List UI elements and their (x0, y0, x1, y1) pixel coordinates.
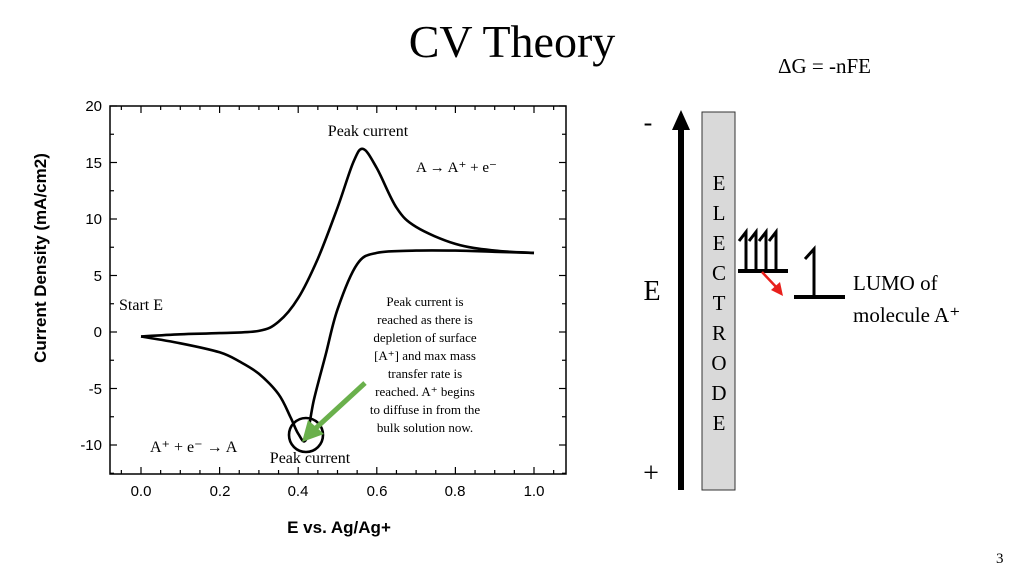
plus-label: + (643, 458, 659, 489)
plot-frame (109, 105, 567, 475)
x-tick-labels: 0.0 0.2 0.4 0.6 0.8 1.0 (131, 483, 545, 500)
lumo-label-line2: molecule A⁺ (853, 303, 960, 327)
y-tick-label: 0 (94, 324, 102, 341)
lumo-label-line1: LUMO of (853, 271, 938, 295)
electrode-bar (701, 111, 736, 491)
axis-ticks (110, 105, 566, 474)
explanation-line: transfer rate is (388, 366, 462, 381)
explanation-line: to diffuse in from the (370, 402, 480, 417)
y-tick-label: -5 (89, 381, 102, 398)
explanation-line: depletion of surface (373, 330, 476, 345)
cv-chart: 20 15 10 5 0 -5 -10 0.0 0.2 0.4 0.6 0.8 … (31, 98, 567, 537)
electron-spin-icon (803, 245, 816, 297)
page-number: 3 (996, 551, 1004, 567)
minus-label: - (644, 108, 653, 137)
callout-arrow-shaft (314, 381, 367, 430)
arrow-down-right-icon (771, 282, 783, 296)
peak-label-bottom: Peak current (270, 450, 351, 467)
electrode-letter: L (713, 201, 726, 225)
x-axis-label: E vs. Ag/Ag+ (287, 518, 391, 537)
y-tick-label: 20 (85, 98, 102, 115)
electrode-letter: T (713, 291, 726, 315)
forward-scan-curve (140, 147, 535, 338)
x-tick-label: 0.4 (288, 483, 309, 500)
start-e-label: Start E (119, 297, 163, 314)
arrow-up-icon (672, 110, 690, 130)
callout-arrow-icon (302, 420, 324, 442)
electrode-letter: E (713, 171, 726, 195)
y-axis-label: Current Density (mA/cm2) (31, 153, 50, 363)
explanation-line: reached as there is (377, 312, 473, 327)
peak-label-top: Peak current (328, 123, 409, 140)
electron-spin-icons (737, 227, 778, 271)
x-tick-label: 1.0 (524, 483, 545, 500)
x-tick-label: 0.2 (210, 483, 231, 500)
electrode-letter: R (712, 321, 726, 345)
electrode-letter: E (713, 411, 726, 435)
reduction-equation: A⁺ + e⁻ → A (150, 439, 238, 456)
y-tick-label: 10 (85, 211, 102, 228)
x-tick-label: 0.0 (131, 483, 152, 500)
energy-axis-label: E (643, 276, 660, 307)
electrode-letter: O (711, 351, 726, 375)
peak-highlight-circle (287, 416, 325, 454)
y-tick-label: 15 (85, 155, 102, 172)
explanation-text: Peak current is reached as there is depl… (370, 294, 480, 435)
y-tick-label: -10 (80, 437, 102, 454)
oxidation-equation: A → A⁺ + e⁻ (416, 160, 497, 176)
electrode-letter: C (712, 261, 726, 285)
x-tick-label: 0.6 (367, 483, 388, 500)
explanation-line: [A⁺] and max mass (374, 348, 476, 363)
electrode-letters: E L E C T R O D E (711, 171, 726, 435)
explanation-line: Peak current is (386, 294, 463, 309)
explanation-line: reached. A⁺ begins (375, 384, 475, 399)
gibbs-formula: ΔG = -nFE (778, 54, 872, 78)
explanation-line: bulk solution now. (377, 420, 473, 435)
electrode-diagram: - + E E L E C T R O D E LUMO of molecule… (643, 108, 960, 491)
y-tick-label: 5 (94, 268, 102, 285)
y-tick-labels: 20 15 10 5 0 -5 -10 (80, 98, 102, 454)
x-tick-label: 0.8 (445, 483, 466, 500)
slide-title: CV Theory (408, 16, 616, 67)
electrode-letter: E (713, 231, 726, 255)
electrode-letter: D (711, 381, 726, 405)
